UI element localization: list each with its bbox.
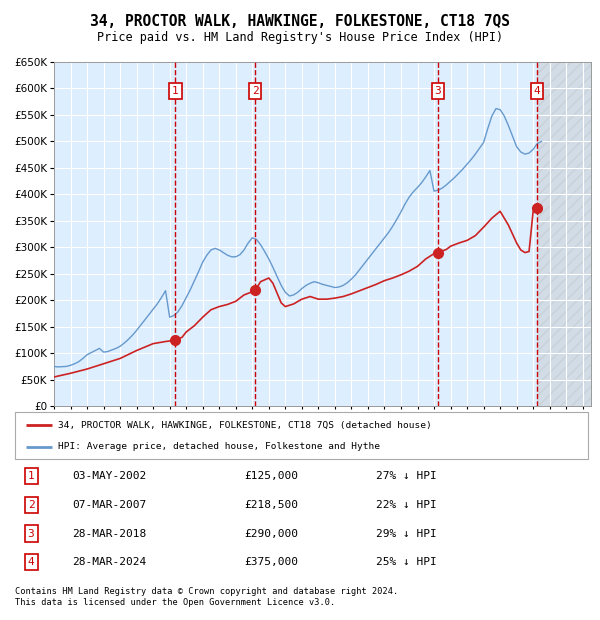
Text: 22% ↓ HPI: 22% ↓ HPI	[376, 500, 437, 510]
Text: 4: 4	[534, 86, 541, 96]
Text: 3: 3	[434, 86, 442, 96]
Text: HPI: Average price, detached house, Folkestone and Hythe: HPI: Average price, detached house, Folk…	[58, 442, 380, 451]
Text: £290,000: £290,000	[244, 529, 298, 539]
Text: £218,500: £218,500	[244, 500, 298, 510]
Text: 34, PROCTOR WALK, HAWKINGE, FOLKESTONE, CT18 7QS (detached house): 34, PROCTOR WALK, HAWKINGE, FOLKESTONE, …	[58, 421, 432, 430]
Text: £125,000: £125,000	[244, 471, 298, 481]
Text: 07-MAR-2007: 07-MAR-2007	[73, 500, 146, 510]
Text: 1: 1	[28, 471, 34, 481]
Text: 28-MAR-2024: 28-MAR-2024	[73, 557, 146, 567]
Text: Price paid vs. HM Land Registry's House Price Index (HPI): Price paid vs. HM Land Registry's House …	[97, 31, 503, 43]
Text: 4: 4	[28, 557, 34, 567]
Bar	[538, 62, 591, 406]
Text: 28-MAR-2018: 28-MAR-2018	[73, 529, 146, 539]
Text: 27% ↓ HPI: 27% ↓ HPI	[376, 471, 437, 481]
Text: 3: 3	[28, 529, 34, 539]
Text: 29% ↓ HPI: 29% ↓ HPI	[376, 529, 437, 539]
Text: 2: 2	[28, 500, 34, 510]
Text: This data is licensed under the Open Government Licence v3.0.: This data is licensed under the Open Gov…	[15, 598, 335, 608]
Text: 2: 2	[252, 86, 259, 96]
Text: 34, PROCTOR WALK, HAWKINGE, FOLKESTONE, CT18 7QS: 34, PROCTOR WALK, HAWKINGE, FOLKESTONE, …	[90, 14, 510, 29]
Text: 1: 1	[172, 86, 179, 96]
Text: £375,000: £375,000	[244, 557, 298, 567]
Text: 03-MAY-2002: 03-MAY-2002	[73, 471, 146, 481]
Text: 25% ↓ HPI: 25% ↓ HPI	[376, 557, 437, 567]
FancyBboxPatch shape	[15, 412, 588, 459]
Text: Contains HM Land Registry data © Crown copyright and database right 2024.: Contains HM Land Registry data © Crown c…	[15, 587, 398, 596]
